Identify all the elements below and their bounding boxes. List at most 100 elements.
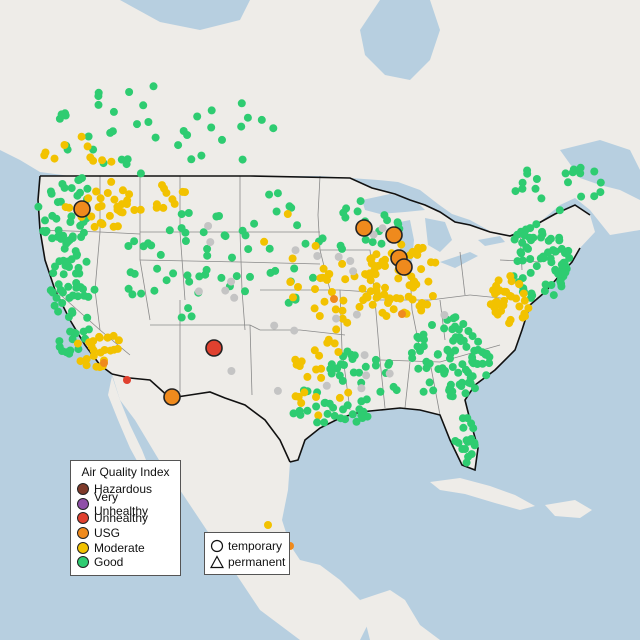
monitor-marker[interactable] xyxy=(561,169,570,178)
monitor-marker[interactable] xyxy=(246,272,254,281)
monitor-marker[interactable] xyxy=(289,293,297,302)
monitor-marker[interactable] xyxy=(495,286,504,295)
monitor-marker[interactable] xyxy=(521,312,529,321)
monitor-marker[interactable] xyxy=(330,339,339,348)
monitor-marker[interactable] xyxy=(557,282,566,291)
monitor-marker[interactable] xyxy=(324,270,333,279)
monitor-marker[interactable] xyxy=(170,199,179,208)
monitor-marker[interactable] xyxy=(260,237,269,246)
monitor-marker[interactable] xyxy=(327,369,336,378)
monitor-marker[interactable] xyxy=(554,269,563,278)
monitor-marker[interactable] xyxy=(482,371,491,380)
monitor-marker[interactable] xyxy=(389,382,398,391)
monitor-marker[interactable] xyxy=(564,246,573,255)
monitor-marker[interactable] xyxy=(547,258,556,267)
monitor-marker[interactable] xyxy=(60,244,69,253)
monitor-marker[interactable] xyxy=(184,304,193,313)
monitor-marker[interactable] xyxy=(332,325,341,334)
monitor-marker[interactable] xyxy=(383,216,392,225)
monitor-marker[interactable] xyxy=(474,345,483,354)
monitor-marker[interactable] xyxy=(322,381,331,390)
monitor-marker[interactable] xyxy=(244,245,253,254)
monitor-marker[interactable] xyxy=(408,354,417,363)
monitor-marker[interactable] xyxy=(471,384,479,393)
monitor-marker[interactable] xyxy=(80,291,89,300)
monitor-marker[interactable] xyxy=(355,405,364,414)
monitor-marker[interactable] xyxy=(41,216,49,225)
monitor-marker[interactable] xyxy=(66,218,75,226)
monitor-marker[interactable] xyxy=(203,251,212,260)
monitor-marker[interactable] xyxy=(296,410,305,419)
monitor-marker[interactable] xyxy=(58,299,67,307)
monitor-marker[interactable] xyxy=(518,184,527,193)
monitor-marker[interactable] xyxy=(419,330,428,339)
monitor-marker[interactable] xyxy=(51,262,59,271)
monitor-marker[interactable] xyxy=(76,357,85,366)
monitor-marker[interactable] xyxy=(86,153,95,162)
monitor-marker[interactable] xyxy=(389,305,398,314)
monitor-marker[interactable] xyxy=(107,157,116,166)
monitor-marker[interactable] xyxy=(338,314,347,323)
monitor-marker[interactable] xyxy=(293,221,302,230)
monitor-marker[interactable] xyxy=(343,347,352,356)
monitor-marker[interactable] xyxy=(264,521,272,529)
monitor-marker[interactable] xyxy=(482,349,491,358)
monitor-marker[interactable] xyxy=(555,206,564,215)
monitor-marker[interactable] xyxy=(331,305,340,314)
monitor-marker[interactable] xyxy=(454,368,463,377)
monitor-marker[interactable] xyxy=(413,342,422,351)
monitor-marker[interactable] xyxy=(334,348,343,356)
monitor-marker[interactable] xyxy=(47,189,56,198)
monitor-marker[interactable] xyxy=(451,322,459,331)
monitor-marker[interactable] xyxy=(77,233,86,241)
monitor-marker[interactable] xyxy=(448,392,457,401)
monitor-marker[interactable] xyxy=(357,384,366,393)
monitor-marker[interactable] xyxy=(576,169,585,178)
monitor-marker[interactable] xyxy=(359,296,368,305)
monitor-marker[interactable] xyxy=(522,225,530,234)
monitor-marker[interactable] xyxy=(137,289,146,298)
monitor-marker[interactable] xyxy=(312,393,320,401)
monitor-marker[interactable] xyxy=(72,251,81,260)
monitor-marker[interactable] xyxy=(397,240,406,249)
monitor-marker[interactable] xyxy=(437,365,446,374)
monitor-marker[interactable] xyxy=(290,264,299,273)
monitor-marker[interactable] xyxy=(237,122,246,131)
monitor-marker[interactable] xyxy=(257,115,266,124)
monitor-marker-large[interactable] xyxy=(385,226,403,244)
monitor-marker[interactable] xyxy=(474,337,483,346)
monitor-marker[interactable] xyxy=(469,424,478,433)
monitor-marker[interactable] xyxy=(160,184,168,193)
monitor-marker[interactable] xyxy=(512,294,520,303)
monitor-marker[interactable] xyxy=(59,270,68,279)
monitor-marker[interactable] xyxy=(272,207,281,216)
monitor-marker[interactable] xyxy=(49,269,58,278)
monitor-marker[interactable] xyxy=(505,319,514,328)
monitor-marker[interactable] xyxy=(338,259,347,268)
monitor-marker[interactable] xyxy=(371,270,380,279)
monitor-marker[interactable] xyxy=(519,289,528,298)
monitor-marker[interactable] xyxy=(89,351,98,360)
monitor-marker[interactable] xyxy=(507,277,516,286)
monitor-marker[interactable] xyxy=(537,194,546,203)
monitor-marker[interactable] xyxy=(130,237,139,246)
monitor-marker[interactable] xyxy=(526,268,535,277)
monitor-marker[interactable] xyxy=(565,253,574,262)
monitor-marker[interactable] xyxy=(133,120,141,129)
monitor-marker[interactable] xyxy=(68,234,77,242)
monitor-marker[interactable] xyxy=(286,278,295,286)
monitor-marker[interactable] xyxy=(100,359,108,367)
monitor-marker[interactable] xyxy=(55,342,64,351)
monitor-marker[interactable] xyxy=(117,155,126,164)
monitor-marker[interactable] xyxy=(408,247,417,256)
monitor-marker[interactable] xyxy=(539,254,548,263)
monitor-marker[interactable] xyxy=(310,346,319,355)
monitor-marker[interactable] xyxy=(199,228,208,237)
monitor-marker[interactable] xyxy=(323,409,332,418)
monitor-marker[interactable] xyxy=(232,272,241,281)
monitor-marker[interactable] xyxy=(564,178,572,187)
monitor-marker[interactable] xyxy=(288,254,297,263)
monitor-marker[interactable] xyxy=(241,231,250,240)
monitor-marker[interactable] xyxy=(518,178,527,187)
monitor-marker[interactable] xyxy=(149,82,158,91)
